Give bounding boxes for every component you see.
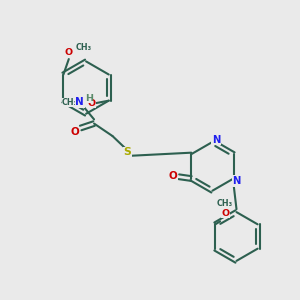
- Text: O: O: [65, 48, 73, 57]
- Text: H: H: [85, 94, 93, 103]
- Text: O: O: [88, 98, 96, 107]
- Text: S: S: [124, 147, 131, 158]
- Text: CH₃: CH₃: [216, 199, 232, 208]
- Text: O: O: [169, 171, 177, 181]
- Text: N: N: [212, 135, 220, 145]
- Text: N: N: [75, 97, 84, 107]
- Text: CH₃: CH₃: [62, 98, 78, 107]
- Text: O: O: [221, 209, 229, 218]
- Text: CH₃: CH₃: [75, 43, 92, 52]
- Text: N: N: [232, 176, 241, 186]
- Text: O: O: [70, 128, 79, 137]
